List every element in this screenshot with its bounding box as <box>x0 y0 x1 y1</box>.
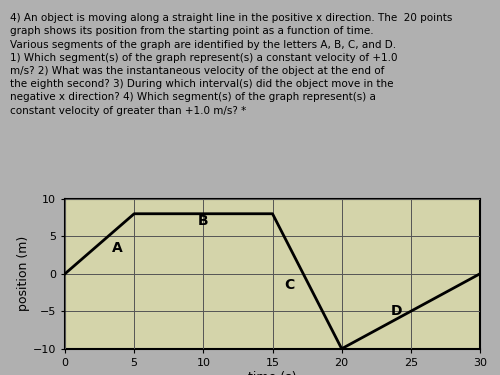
Text: B: B <box>198 214 208 228</box>
Text: A: A <box>112 240 123 255</box>
X-axis label: time (s): time (s) <box>248 370 297 375</box>
Y-axis label: position (m): position (m) <box>17 236 30 311</box>
Text: 4) An object is moving along a straight line in the positive x direction. The  2: 4) An object is moving along a straight … <box>10 13 452 116</box>
Text: D: D <box>391 304 403 318</box>
Text: C: C <box>284 278 294 292</box>
